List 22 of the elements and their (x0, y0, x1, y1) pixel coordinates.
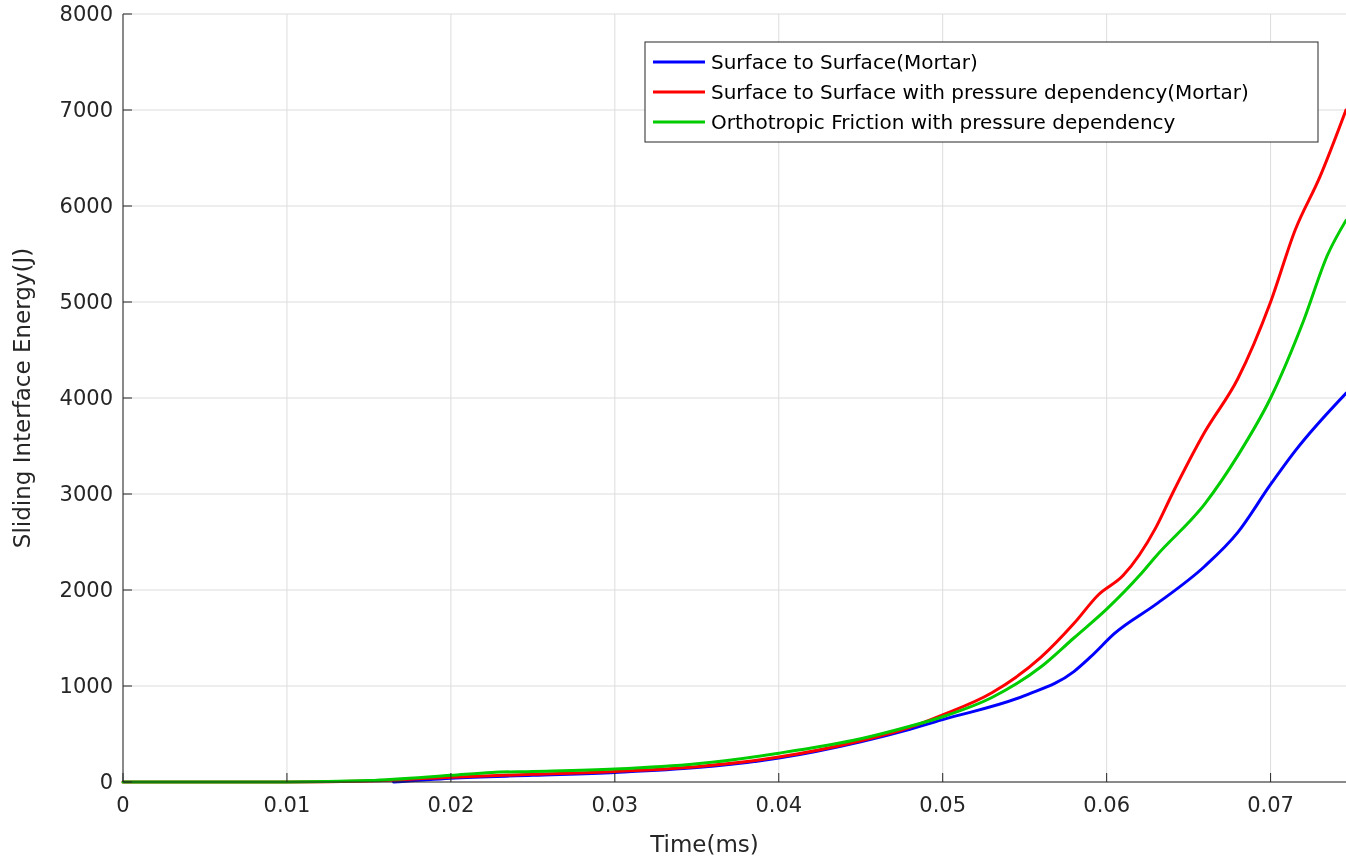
x-tick-label: 0.03 (591, 793, 639, 817)
x-tick-label: 0.06 (1083, 793, 1131, 817)
x-axis-title: Time(ms) (649, 831, 759, 857)
y-tick-label: 3000 (59, 482, 113, 507)
x-tick-label: 0.02 (427, 793, 475, 817)
x-tick-label: 0.07 (1247, 793, 1294, 817)
y-tick-label: 5000 (59, 290, 113, 315)
x-tick-label: 0 (116, 793, 130, 817)
x-tick-label: 0.05 (919, 793, 967, 817)
legend-label: Surface to Surface with pressure dependency(Mortar) (711, 80, 1249, 104)
legend-label: Surface to Surface(Mortar) (711, 50, 978, 74)
legend-label: Orthotropic Friction with pressure dependency (711, 110, 1176, 134)
y-axis-title: Sliding Interface Energy(J) (9, 247, 35, 549)
x-tick-label: 0.01 (263, 793, 311, 817)
y-tick-label: 7000 (59, 98, 113, 123)
y-tick-label: 1000 (59, 674, 113, 699)
y-tick-label: 6000 (59, 194, 113, 219)
y-tick-label: 0 (99, 770, 113, 795)
y-tick-label: 2000 (59, 578, 113, 603)
y-tick-label: 4000 (59, 386, 113, 411)
y-tick-label: 8000 (59, 2, 113, 27)
x-tick-label: 0.04 (755, 793, 803, 817)
